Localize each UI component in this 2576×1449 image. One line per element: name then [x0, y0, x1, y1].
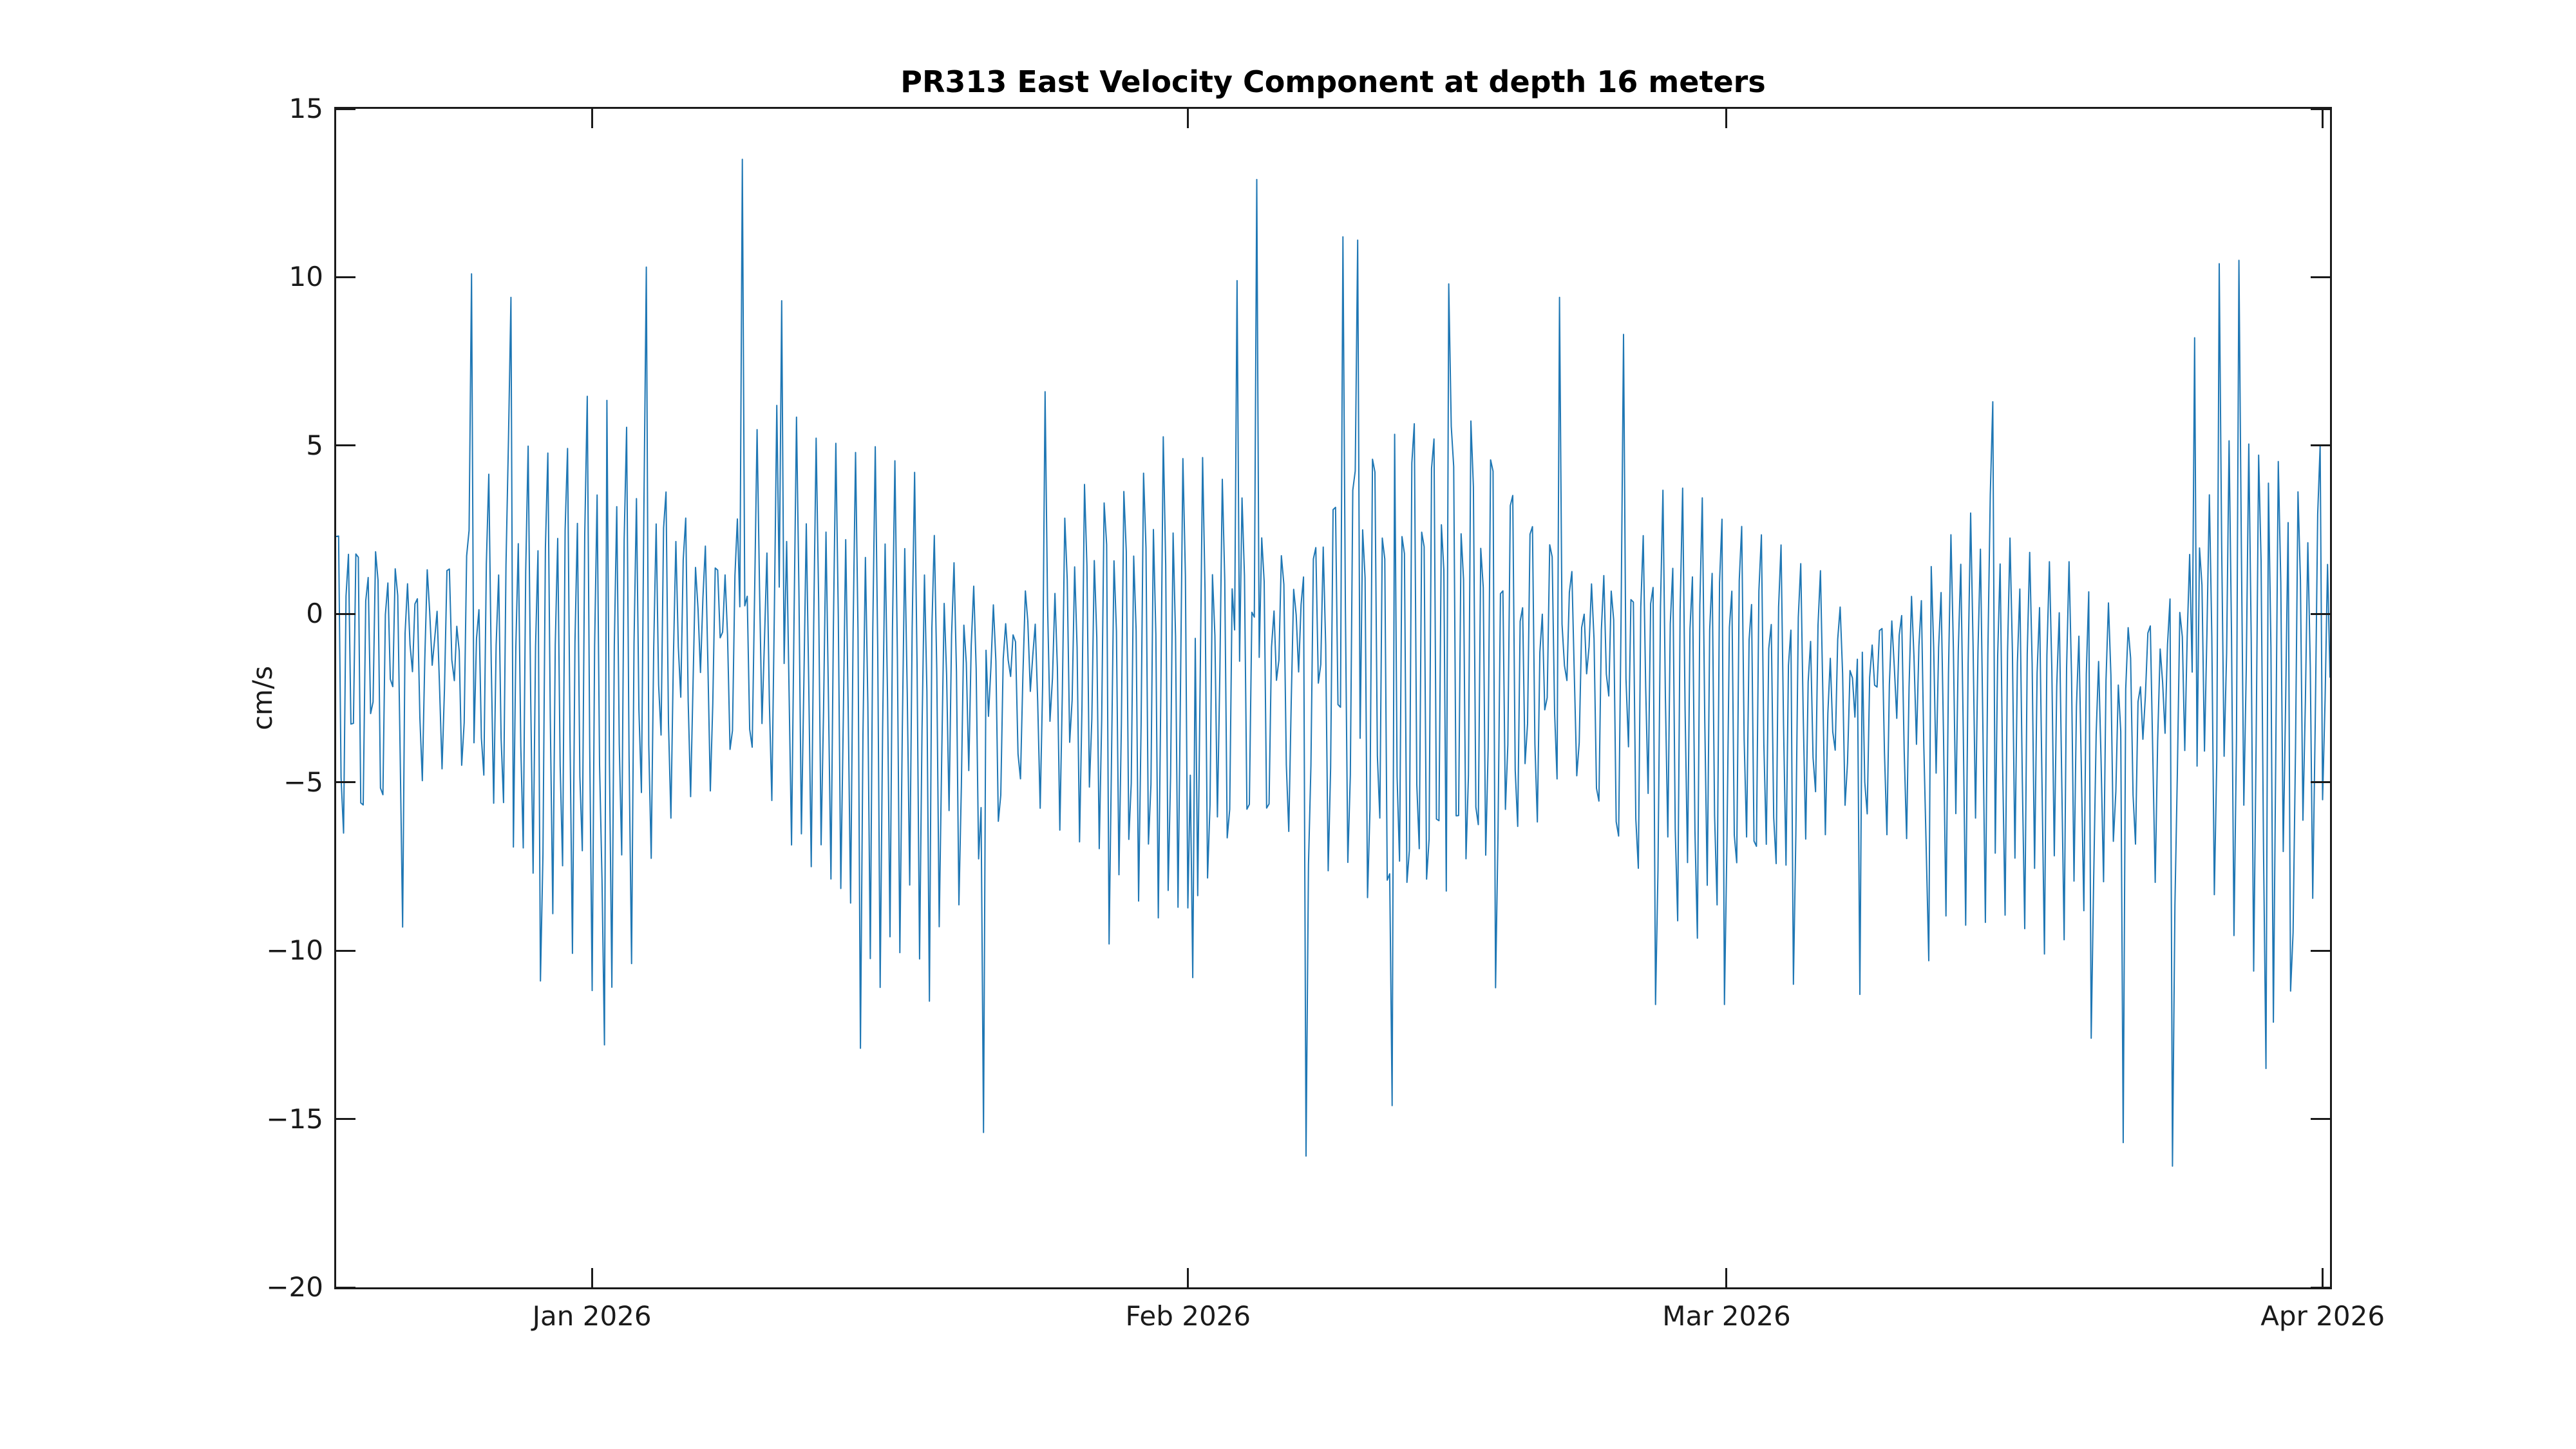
x-tick-label: Jan 2026: [532, 1300, 652, 1332]
plot-area: [334, 107, 2332, 1289]
y-tick-right: [2311, 108, 2330, 110]
y-tick-right: [2311, 1118, 2330, 1121]
velocity-line: [336, 158, 2330, 1167]
y-tick-right: [2311, 276, 2330, 278]
y-tick-label: −5: [283, 766, 323, 798]
y-tick-left: [336, 781, 355, 784]
x-tick-top: [1187, 109, 1189, 128]
y-tick-left: [336, 1118, 355, 1121]
y-tick-left: [336, 1286, 355, 1289]
y-tick-right: [2311, 612, 2330, 615]
y-tick-label: 0: [306, 598, 323, 630]
x-tick-label: Feb 2026: [1125, 1300, 1251, 1332]
y-tick-left: [336, 108, 355, 110]
y-tick-left: [336, 276, 355, 278]
x-tick-top: [591, 109, 593, 128]
y-tick-left: [336, 444, 355, 447]
y-tick-label: −20: [266, 1271, 323, 1303]
y-tick-label: 10: [289, 261, 323, 293]
y-tick-label: 15: [289, 93, 323, 124]
x-tick-bottom: [1187, 1268, 1189, 1287]
y-tick-right: [2311, 444, 2330, 447]
y-tick-left: [336, 612, 355, 615]
chart-title: PR313 East Velocity Component at depth 1…: [900, 64, 1766, 99]
x-tick-top: [2322, 109, 2324, 128]
y-tick-right: [2311, 1286, 2330, 1289]
y-tick-right: [2311, 949, 2330, 952]
x-tick-label: Apr 2026: [2260, 1300, 2385, 1332]
y-tick-label: 5: [306, 429, 323, 461]
y-tick-left: [336, 949, 355, 952]
x-tick-top: [1725, 109, 1728, 128]
x-tick-label: Mar 2026: [1662, 1300, 1791, 1332]
x-tick-bottom: [591, 1268, 593, 1287]
y-tick-label: −10: [266, 934, 323, 967]
x-tick-bottom: [2322, 1268, 2324, 1287]
x-tick-bottom: [1725, 1268, 1728, 1287]
y-tick-right: [2311, 781, 2330, 784]
y-tick-label: −15: [266, 1103, 323, 1135]
velocity-line-svg: [336, 158, 2330, 1167]
